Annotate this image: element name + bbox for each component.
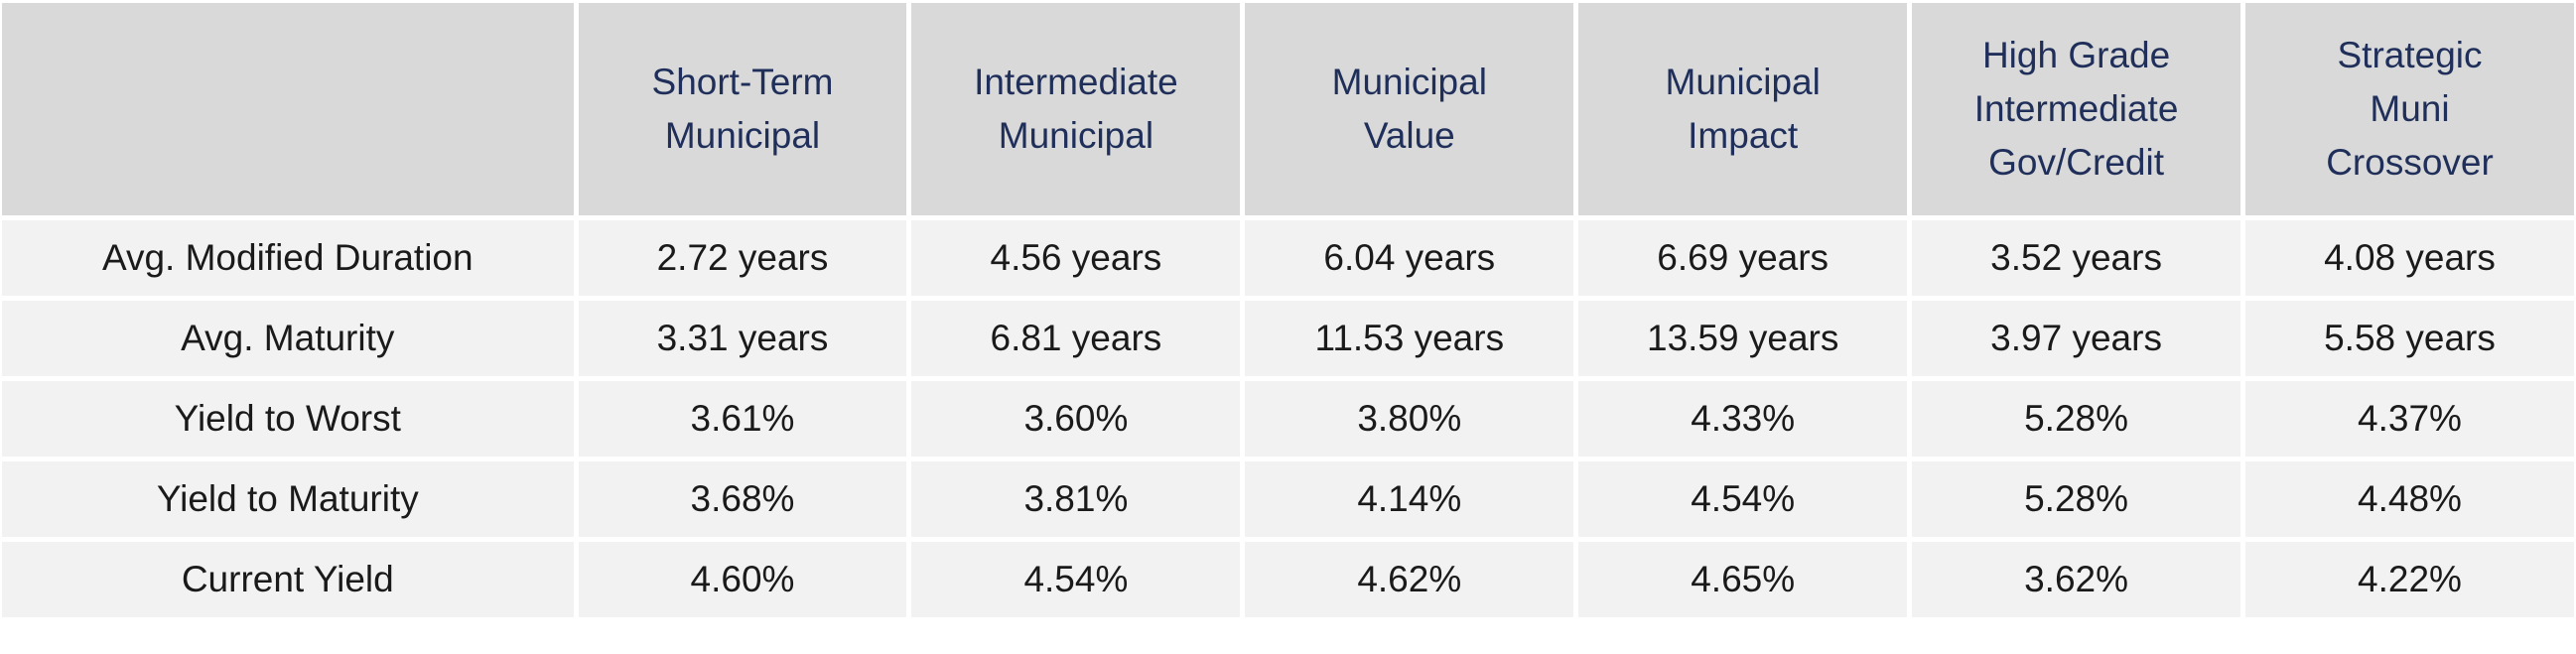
table-cell: 4.62% [1245,542,1574,617]
table-cell: 5.58 years [2245,301,2574,376]
table-cell: 4.48% [2245,461,2574,537]
row-label: Avg. Maturity [2,301,574,376]
table-cell: 3.97 years [1912,301,2241,376]
table-cell: 6.81 years [911,301,1241,376]
table-row: Yield to Worst 3.61% 3.60% 3.80% 4.33% 5… [2,381,2574,457]
table-cell: 5.28% [1912,381,2241,457]
table-cell: 13.59 years [1578,301,1908,376]
table-row: Yield to Maturity 3.68% 3.81% 4.14% 4.54… [2,461,2574,537]
table-cell: 4.22% [2245,542,2574,617]
table-cell: 11.53 years [1245,301,1574,376]
row-label: Yield to Worst [2,381,574,457]
table-cell: 4.37% [2245,381,2574,457]
table-cell: 6.69 years [1578,220,1908,296]
column-header-short-term-municipal: Short-Term Municipal [578,3,907,215]
table-cell: 6.04 years [1245,220,1574,296]
table-cell: 3.62% [1912,542,2241,617]
table-row: Current Yield 4.60% 4.54% 4.62% 4.65% 3.… [2,542,2574,617]
column-header-municipal-impact: Municipal Impact [1578,3,1908,215]
column-header-intermediate-municipal: Intermediate Municipal [911,3,1241,215]
row-label: Current Yield [2,542,574,617]
table-cell: 4.54% [1578,461,1908,537]
row-label: Avg. Modified Duration [2,220,574,296]
table-cell: 3.68% [578,461,907,537]
fund-comparison-table: Short-Term Municipal Intermediate Munici… [2,3,2574,617]
table-cell: 4.56 years [911,220,1241,296]
table-row: Avg. Modified Duration 2.72 years 4.56 y… [2,220,2574,296]
comparison-table-container: Short-Term Municipal Intermediate Munici… [2,3,2574,617]
table-cell: 4.65% [1578,542,1908,617]
column-header-strategic-muni-crossover: Strategic Muni Crossover [2245,3,2574,215]
table-cell: 3.31 years [578,301,907,376]
table-row: Avg. Maturity 3.31 years 6.81 years 11.5… [2,301,2574,376]
table-cell: 3.81% [911,461,1241,537]
table-cell: 2.72 years [578,220,907,296]
table-cell: 4.33% [1578,381,1908,457]
column-header-municipal-value: Municipal Value [1245,3,1574,215]
table-cell: 4.60% [578,542,907,617]
table-cell: 5.28% [1912,461,2241,537]
row-label: Yield to Maturity [2,461,574,537]
table-cell: 3.61% [578,381,907,457]
header-corner-cell [2,3,574,215]
table-cell: 4.14% [1245,461,1574,537]
table-cell: 4.08 years [2245,220,2574,296]
table-cell: 4.54% [911,542,1241,617]
column-header-high-grade-intermediate: High Grade Intermediate Gov/Credit [1912,3,2241,215]
table-cell: 3.52 years [1912,220,2241,296]
table-header-row: Short-Term Municipal Intermediate Munici… [2,3,2574,215]
table-cell: 3.60% [911,381,1241,457]
table-cell: 3.80% [1245,381,1574,457]
